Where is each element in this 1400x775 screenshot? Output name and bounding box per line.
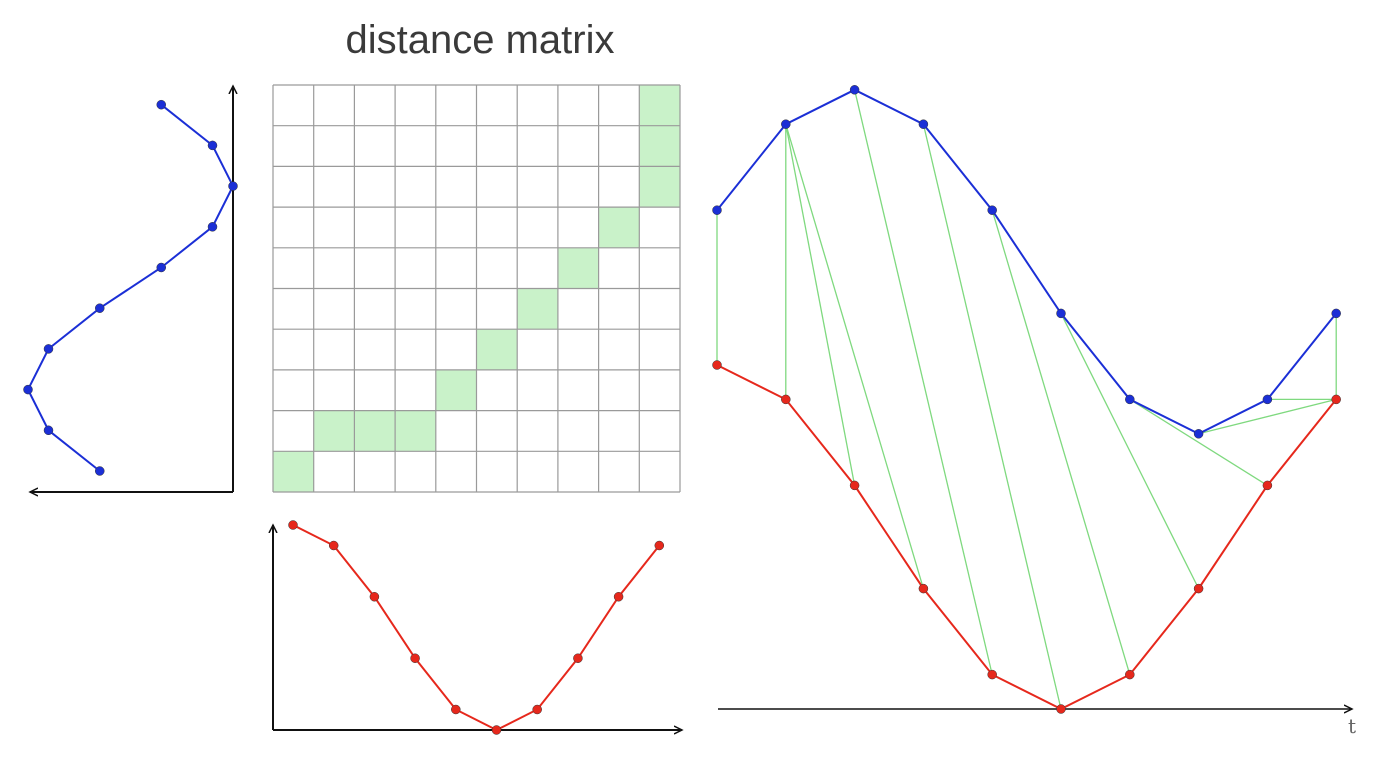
series-b-point bbox=[987, 669, 997, 680]
warping-link bbox=[853, 89, 993, 675]
series-a-point bbox=[1331, 308, 1341, 319]
warping-path-cell bbox=[598, 207, 640, 248]
warping-link bbox=[1060, 313, 1200, 589]
warping-path-cell bbox=[517, 288, 558, 330]
series-a-point bbox=[849, 85, 860, 95]
warping-path-cell bbox=[557, 247, 599, 289]
warping-path-cell bbox=[435, 369, 477, 411]
warping-path-cell bbox=[395, 410, 436, 452]
series-b-point bbox=[849, 480, 860, 491]
warping-path-cell bbox=[354, 410, 396, 452]
series-a-point bbox=[1125, 394, 1135, 405]
warping-path-cell bbox=[639, 125, 680, 167]
warping-link bbox=[785, 124, 856, 486]
series-b-point bbox=[1056, 704, 1066, 714]
left-series-plot bbox=[23, 86, 238, 492]
series-a-point bbox=[156, 262, 166, 273]
warping-link bbox=[922, 124, 1062, 710]
t-axis-label: t bbox=[1348, 714, 1356, 738]
series-a-point bbox=[987, 205, 997, 215]
warping-path-cell bbox=[639, 85, 680, 126]
alignment-plot bbox=[712, 85, 1353, 714]
warping-path-cell bbox=[639, 166, 680, 208]
warping-link bbox=[991, 210, 1131, 675]
warping-link bbox=[1198, 398, 1337, 435]
series-b-line bbox=[716, 364, 1337, 711]
series-a-point bbox=[43, 344, 54, 354]
warping-path-cell bbox=[476, 329, 518, 370]
series-b-point bbox=[491, 725, 502, 735]
series-b-point bbox=[451, 704, 461, 715]
series-b-point bbox=[328, 540, 339, 551]
distance-matrix-title: distance matrix bbox=[345, 18, 615, 62]
series-a-line bbox=[716, 88, 1337, 435]
bottom-series-plot bbox=[273, 520, 682, 735]
series-a-point bbox=[95, 466, 105, 476]
series-b-point bbox=[918, 583, 929, 594]
warping-link bbox=[785, 124, 925, 589]
series-a-point bbox=[43, 425, 54, 436]
series-b-point bbox=[288, 520, 298, 530]
series-b-point bbox=[781, 394, 791, 405]
series-b-point bbox=[410, 653, 420, 663]
series-b-point bbox=[1331, 394, 1341, 405]
series-a-point bbox=[156, 99, 166, 110]
series-a-line bbox=[26, 103, 235, 472]
series-a-point bbox=[207, 222, 218, 232]
warping-link bbox=[1129, 398, 1268, 486]
warping-path-cell bbox=[273, 451, 314, 492]
series-b-point bbox=[532, 704, 542, 715]
series-a-point bbox=[207, 140, 218, 151]
series-a-point bbox=[781, 119, 791, 129]
series-b-point bbox=[369, 592, 380, 602]
series-a-point bbox=[1262, 394, 1273, 405]
series-b-point bbox=[1262, 480, 1273, 491]
series-b-point bbox=[712, 360, 722, 370]
series-a-point bbox=[712, 205, 722, 215]
series-a-point bbox=[1193, 429, 1204, 439]
series-a-point bbox=[1056, 308, 1066, 319]
series-b-point bbox=[1193, 583, 1204, 594]
series-a-point bbox=[95, 303, 105, 313]
series-b-point bbox=[613, 592, 624, 602]
series-a-point bbox=[228, 181, 238, 191]
distance-matrix-grid bbox=[272, 84, 681, 493]
series-b-point bbox=[573, 653, 583, 663]
warping-path-cell bbox=[313, 410, 355, 452]
series-b-point bbox=[654, 540, 665, 551]
series-a-point bbox=[918, 119, 929, 129]
series-b-line bbox=[292, 524, 661, 732]
series-b-point bbox=[1125, 669, 1135, 680]
series-a-point bbox=[23, 384, 33, 395]
